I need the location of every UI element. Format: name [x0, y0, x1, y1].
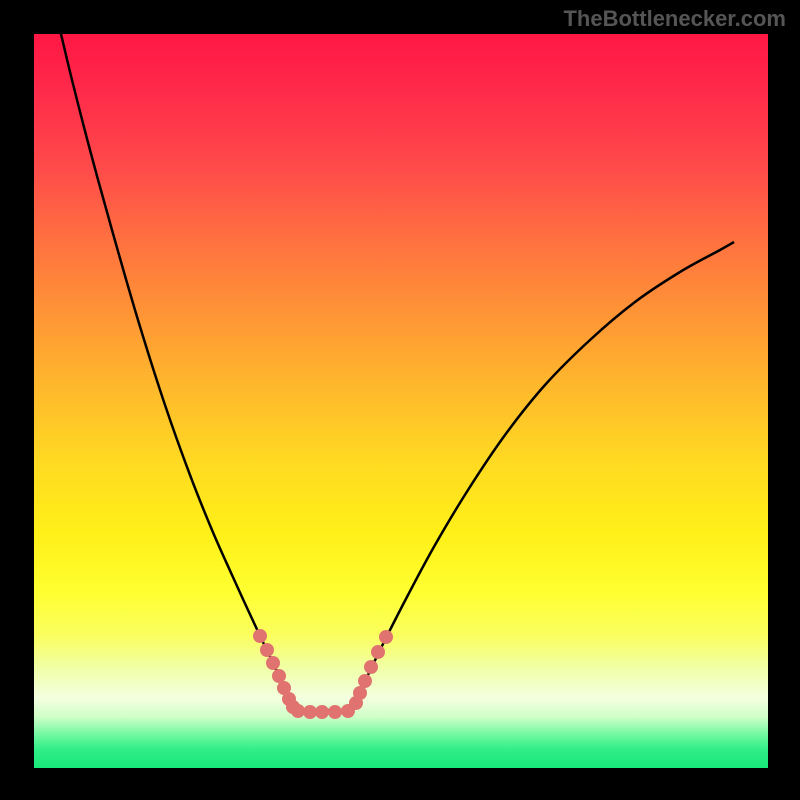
- marker-dot: [371, 645, 385, 659]
- plot-area: [34, 34, 768, 768]
- marker-dot: [364, 660, 378, 674]
- marker-dot: [253, 629, 267, 643]
- marker-dot: [379, 630, 393, 644]
- marker-dot: [260, 643, 274, 657]
- watermark: TheBottlenecker.com: [563, 6, 786, 32]
- marker-dot: [353, 686, 367, 700]
- marker-dot: [315, 705, 329, 719]
- left-curve: [52, 34, 295, 710]
- marker-dot: [303, 705, 317, 719]
- markers-group: [253, 629, 393, 719]
- marker-dot: [272, 669, 286, 683]
- marker-dot: [266, 656, 280, 670]
- marker-dot: [291, 704, 305, 718]
- marker-dot: [358, 674, 372, 688]
- marker-dot: [328, 705, 342, 719]
- right-curve: [353, 242, 734, 710]
- curves-layer: [34, 34, 768, 768]
